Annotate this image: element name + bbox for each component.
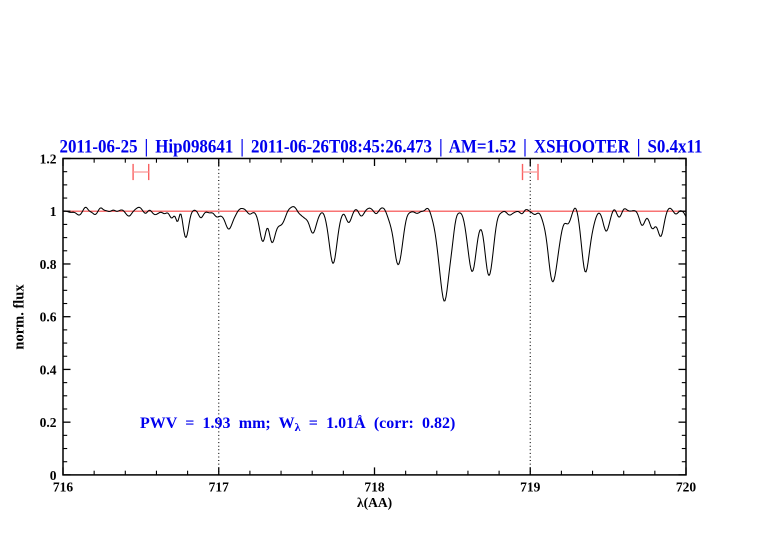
svg-text:PWV = 1.93 mm; Wλ = 1.01Å (cor: PWV = 1.93 mm; Wλ = 1.01Å (corr: 0.82) (140, 414, 455, 434)
svg-text:716: 716 (53, 479, 74, 494)
svg-text:0.8: 0.8 (40, 257, 57, 272)
svg-text:norm. flux: norm. flux (12, 284, 28, 350)
svg-text:0.4: 0.4 (40, 362, 57, 377)
svg-text:0.6: 0.6 (40, 310, 57, 325)
svg-text:719: 719 (520, 479, 541, 494)
svg-text:1: 1 (50, 204, 57, 219)
svg-text:720: 720 (676, 479, 697, 494)
svg-text:1.2: 1.2 (40, 151, 57, 166)
svg-text:717: 717 (209, 479, 230, 494)
svg-text:0: 0 (50, 468, 57, 483)
svg-text:λ(AA): λ(AA) (357, 495, 392, 510)
svg-text:2011-06-25 | Hip098641 | 2011-: 2011-06-25 | Hip098641 | 2011-06-26T08:4… (60, 137, 703, 157)
svg-text:718: 718 (364, 479, 385, 494)
svg-text:0.2: 0.2 (40, 415, 57, 430)
